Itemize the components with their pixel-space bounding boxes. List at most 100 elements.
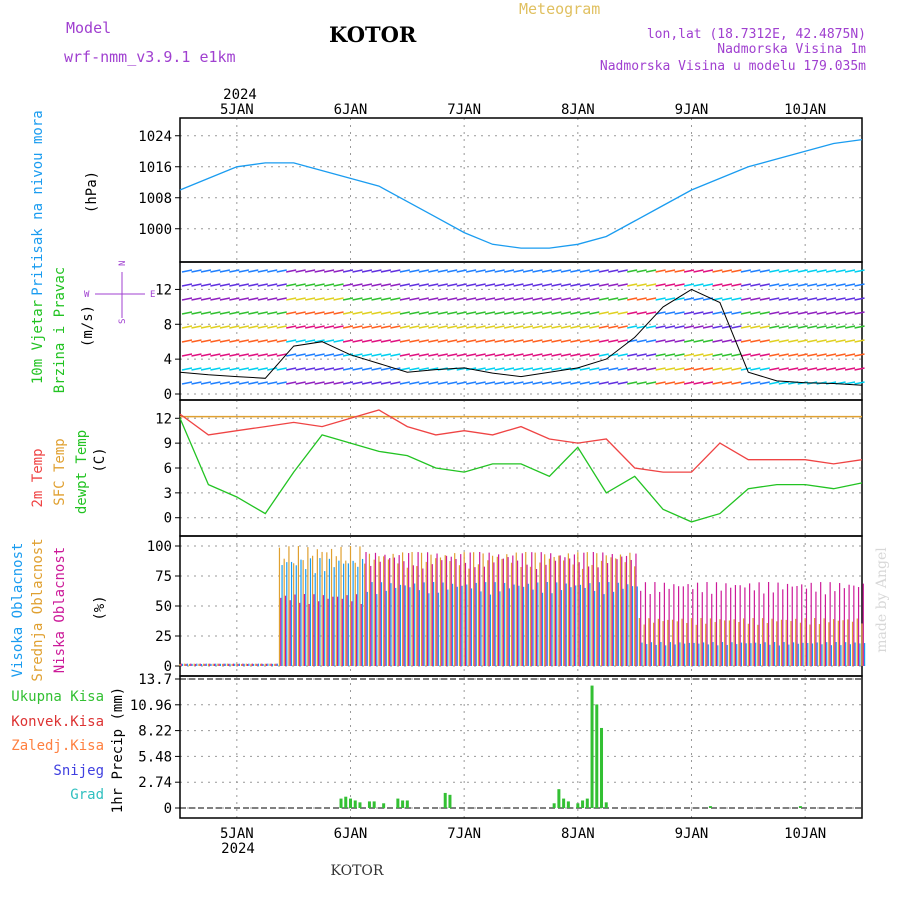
wind-arrow [645,311,657,315]
wind-arrow [503,283,515,287]
y-tick-label: 1016 [138,160,172,176]
wind-arrow [333,283,344,287]
wind-arrow [598,339,609,343]
y-tick-label: 13.7 [138,672,172,688]
cloud-label-high: Visoka Oblacnost [10,543,26,678]
precip-bar [595,704,599,808]
wind-arrow [740,297,752,301]
wind-arrow [731,283,742,287]
wind-arrow [229,381,240,385]
wind-arrow [778,381,789,385]
wind-arrow [579,367,590,371]
wind-arrow [210,283,221,287]
wind-arrow [608,297,619,301]
wind-arrow [191,325,202,329]
wind-arrow [655,353,666,357]
wind-arrow [304,367,316,371]
wind-arrow [712,381,723,385]
wind-arrow [693,353,704,357]
wind-arrow [797,311,808,315]
cloud-label-low: Niska Oblacnost [52,547,68,673]
wind-arrow [645,353,657,357]
temp-label-dewpt: dewpt Temp [74,430,90,514]
wind-arrow [286,339,297,343]
wind-arrow [797,339,808,343]
wind-arrow [816,353,827,357]
wind-arrow [380,353,392,357]
wind-arrow [598,353,609,357]
precip-units: 1hr Precip (mm) [110,687,126,813]
wind-arrow [797,325,808,329]
wind-arrow [769,283,780,287]
wind-arrow [286,297,297,301]
wind-arrow [522,367,534,371]
wind-arrow [342,381,354,385]
precip-bar [600,727,604,808]
wind-arrow [825,311,837,315]
precip-bar [552,803,556,808]
wind-arrow [314,367,325,371]
wind-arrow [304,269,316,273]
wind-arrow [589,353,600,357]
wind-arrow [608,339,619,343]
meteogram-title: Meteogram [519,0,600,18]
wind-arrow [589,381,600,385]
wind-arrow [286,283,297,287]
wind-arrow [342,325,354,329]
wind-arrow [286,381,297,385]
wind-arrow [674,283,685,287]
wind-arrow [721,381,733,385]
wind-arrow [759,269,770,273]
compass-s: S [118,319,128,324]
wind-arrow [778,325,789,329]
wind-arrow [617,325,628,329]
wind-arrow [437,283,448,287]
wind-arrow [702,311,714,315]
wind-arrow [579,283,590,287]
wind-arrow [323,311,335,315]
wind-arrow [608,311,619,315]
wind-arrow [712,325,723,329]
wind-arrow [807,325,818,329]
wind-arrow [655,297,666,301]
wind-arrow [371,311,382,315]
wind-arrow [428,339,439,343]
wind-arrow [323,283,335,287]
wind-arrow [399,325,411,329]
wind-arrow [447,353,458,357]
wind-arrow [608,381,619,385]
wind-arrow [418,353,429,357]
wind-arrow [484,283,496,287]
wind-arrow [807,367,818,371]
wind-arrow [513,311,524,315]
wind-arrow [181,353,193,357]
altitude-label: Nadmorska Visina 1m [717,42,866,57]
wind-arrow [636,297,647,301]
wind-arrow [769,353,780,357]
wind-arrow [286,325,297,329]
wind-arrow [304,283,316,287]
wind-arrow [759,381,770,385]
wind-arrow [191,381,202,385]
wind-arrow [731,353,742,357]
wind-arrow [484,381,496,385]
wind-arrow [807,339,818,343]
wind-arrow [702,269,714,273]
wind-arrow [788,367,799,371]
wind-arrow [238,311,249,315]
wind-arrow [475,325,486,329]
wind-arrow [674,353,685,357]
precip-bar [443,792,447,808]
wind-arrow [456,353,467,357]
wind-arrow [759,339,770,343]
wind-arrow [342,353,354,357]
footer-station: KOTOR [331,863,384,879]
wind-arrow [683,353,695,357]
wind-arrow [342,339,354,343]
wind-arrow [418,297,429,301]
wind-arrow [532,381,543,385]
wind-arrow [778,283,789,287]
wind-arrow [541,339,553,343]
wind-arrow [835,297,846,301]
